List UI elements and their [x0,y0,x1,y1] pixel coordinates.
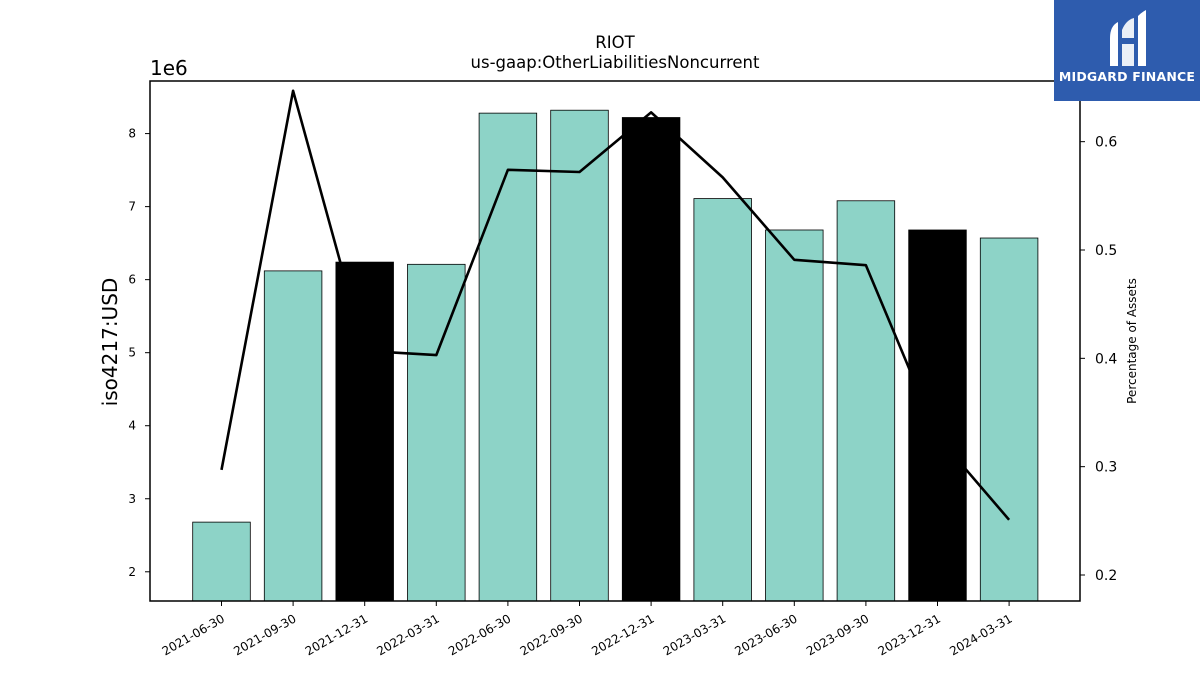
y2-axis-label: Percentage of Assets [1125,278,1139,404]
bar-2023-03-31 [693,198,752,602]
bar-2021-09-30 [263,270,323,602]
y2-tick-label: 0.6 [1095,135,1117,151]
x-tick-label: 2022-12-31 [589,611,656,658]
y-tick-label: 8 [128,127,136,141]
y2-tick-label: 0.5 [1095,243,1117,259]
x-tick-label: 2022-06-30 [446,611,513,658]
y2-tick-label: 0.4 [1095,351,1117,367]
x-axis-ticks: 2021-06-30 2021-09-30 2021-12-31 2022-03-31… [160,601,1015,658]
bar-2023-12-31 [908,229,967,602]
y-axis-ticks: 2 3 4 5 6 7 8 [128,127,150,579]
bar-2023-06-30 [765,229,824,602]
x-tick-label: 2023-09-30 [804,611,871,658]
bar-2022-03-31 [407,263,466,602]
y-multiplier-label: 1e6 [150,56,188,80]
y-axis-label: iso4217:USD [98,278,122,407]
y-tick-label: 2 [128,565,136,579]
y-tick-label: 5 [128,346,136,360]
percentage-line-series [220,89,1011,521]
midgard-logo-icon [1110,10,1146,66]
bar-2022-12-31 [621,117,681,602]
y2-tick-label: 0.2 [1095,568,1117,584]
x-tick-label: 2023-06-30 [732,611,799,658]
y2-tick-label: 0.3 [1095,460,1117,476]
chart-subtitle: us-gaap:OtherLiabilitiesNoncurrent [471,53,760,72]
bar-2024-03-31 [979,237,1039,602]
bar-2022-06-30 [478,112,538,602]
bar-2022-09-30 [550,109,609,602]
x-tick-label: 2024-03-31 [947,611,1014,658]
x-tick-label: 2023-03-31 [661,611,728,658]
bar-series [192,109,1039,602]
y-tick-label: 6 [128,273,136,287]
brand-logo: MIDGARD FINANCE [1054,0,1200,101]
y-tick-label: 7 [128,200,136,214]
x-tick-label: 2021-12-31 [303,611,370,658]
x-tick-label: 2021-06-30 [160,611,227,658]
brand-name: MIDGARD FINANCE [1058,69,1196,84]
x-tick-label: 2021-09-30 [231,611,298,658]
y-tick-label: 4 [128,419,136,433]
y2-axis-ticks: 0.2 0.3 0.4 0.5 0.6 [1080,135,1117,584]
chart-title: RIOT [595,33,635,52]
x-tick-label: 2023-12-31 [876,611,943,658]
y-tick-label: 3 [128,492,136,506]
x-tick-label: 2022-03-31 [374,611,441,658]
x-tick-label: 2022-09-30 [518,611,585,658]
bar-2023-09-30 [836,200,896,602]
percentage-line [220,89,1011,521]
plot-frame [149,80,1081,602]
bar-2021-12-31 [335,261,394,602]
bar-2021-06-30 [192,521,251,602]
